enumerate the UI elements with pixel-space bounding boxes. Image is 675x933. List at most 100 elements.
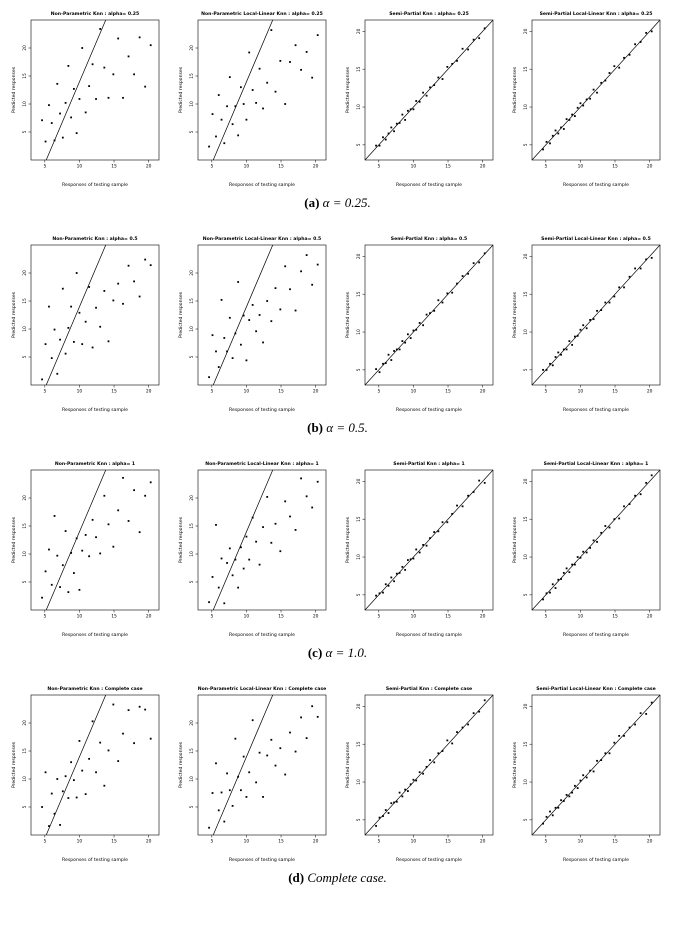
x-tick-label: 15	[612, 164, 618, 170]
scatter-point	[613, 65, 616, 68]
scatter-point	[234, 332, 237, 335]
scatter-point	[284, 500, 287, 503]
scatter-point	[429, 759, 431, 761]
scatter-point	[59, 112, 61, 115]
figure-row-b: Non-Parametric Knn : alpha= 0.5 5 10 15 20 5 1…	[0, 231, 675, 436]
scatter-point	[409, 783, 412, 786]
caption-text: α = 1.0.	[325, 645, 368, 660]
scatter-point	[228, 76, 231, 79]
scatter-point	[446, 739, 449, 742]
scatter-point	[127, 520, 130, 522]
row-caption-d: (d) Complete case.	[0, 870, 675, 886]
scatter-point	[122, 302, 124, 305]
scatter-point	[398, 122, 401, 124]
scatter-point	[103, 290, 106, 292]
scatter-point	[592, 539, 595, 542]
scatter-point	[223, 820, 226, 823]
scatter-point	[406, 559, 409, 561]
scatter-point	[239, 343, 242, 346]
scatter-point	[613, 295, 616, 298]
scatter-point	[53, 139, 56, 142]
scatter-point	[384, 362, 387, 364]
scatter-point	[582, 324, 585, 327]
scatter-point	[91, 63, 94, 66]
y-axis-label: Predicted responses	[345, 291, 351, 338]
scatter-panel: Non-Parametric Local-Linear Knn : alpha=…	[174, 231, 334, 417]
scatter-point	[64, 775, 67, 778]
scatter-point	[48, 825, 50, 827]
scatter-point	[596, 759, 598, 762]
scatter-point	[545, 368, 548, 371]
scatter-panel: Non-Parametric Local-Linear Knn : alpha=…	[174, 6, 334, 192]
scatter-point	[294, 309, 297, 312]
y-axis-label: Predicted responses	[11, 66, 17, 113]
y-tick-label: 10	[523, 779, 529, 785]
x-tick-label: 10	[244, 164, 250, 170]
reference-line	[45, 19, 107, 161]
scatter-point	[378, 816, 381, 819]
y-tick-label: 10	[356, 329, 362, 335]
scatter-point	[393, 130, 395, 133]
scatter-point	[582, 550, 585, 553]
scatter-point	[412, 778, 415, 781]
x-tick-label: 5	[43, 164, 46, 170]
y-tick-label: 15	[189, 748, 195, 754]
scatter-point	[138, 295, 141, 298]
scatter-point	[223, 142, 226, 145]
scatter-point	[228, 789, 231, 792]
scatter-point	[242, 103, 245, 105]
scatter-point	[571, 791, 574, 794]
scatter-point	[560, 578, 562, 580]
scatter-point	[133, 489, 135, 492]
scatter-point	[78, 311, 81, 314]
y-axis-label: Predicted responses	[345, 66, 351, 113]
scatter-point	[274, 90, 277, 93]
plot-frame	[30, 694, 160, 836]
y-tick-label: 10	[22, 551, 28, 557]
scatter-point	[415, 100, 418, 102]
scatter-point	[390, 126, 393, 129]
scatter-point	[375, 825, 377, 827]
scatter-point	[50, 122, 53, 124]
scatter-point	[144, 85, 147, 88]
scatter-point	[433, 761, 436, 764]
scatter-point	[613, 518, 616, 521]
x-tick-label: 10	[244, 839, 250, 845]
reference-line	[364, 469, 494, 611]
scatter-point	[422, 772, 425, 775]
scatter-point	[549, 591, 551, 594]
x-tick-label: 5	[210, 614, 213, 620]
scatter-point	[634, 494, 636, 497]
scatter-point	[382, 136, 384, 139]
scatter-point	[387, 584, 390, 587]
scatter-point	[623, 734, 625, 737]
scatter-point	[211, 792, 214, 794]
scatter-point	[316, 263, 319, 266]
scatter-point	[248, 319, 251, 321]
scatter-point	[56, 778, 59, 780]
scatter-point	[112, 703, 115, 706]
x-tick-label: 20	[480, 839, 486, 845]
scatter-point	[258, 751, 261, 754]
scatter-point	[585, 551, 588, 554]
reference-line	[531, 469, 661, 611]
scatter-point	[387, 812, 390, 814]
scatter-point	[441, 78, 444, 80]
scatter-point	[585, 776, 588, 779]
scatter-point	[231, 804, 234, 807]
row-caption-c: (c) α = 1.0.	[0, 645, 675, 661]
scatter-point	[67, 65, 70, 67]
panel-row-a: Non-Parametric Knn : alpha= 0.25 5 10 15 20 5…	[0, 6, 675, 192]
x-tick-label: 5	[43, 614, 46, 620]
scatter-point	[239, 86, 242, 89]
scatter-point	[579, 556, 582, 559]
scatter-point	[215, 350, 217, 353]
scatter-point	[483, 27, 486, 30]
y-axis-label: Predicted responses	[178, 741, 184, 788]
scatter-point	[551, 583, 554, 586]
scatter-point	[245, 535, 248, 538]
scatter-point	[398, 791, 401, 794]
scatter-point	[554, 587, 557, 589]
scatter-point	[589, 97, 592, 100]
scatter-point	[217, 586, 220, 589]
